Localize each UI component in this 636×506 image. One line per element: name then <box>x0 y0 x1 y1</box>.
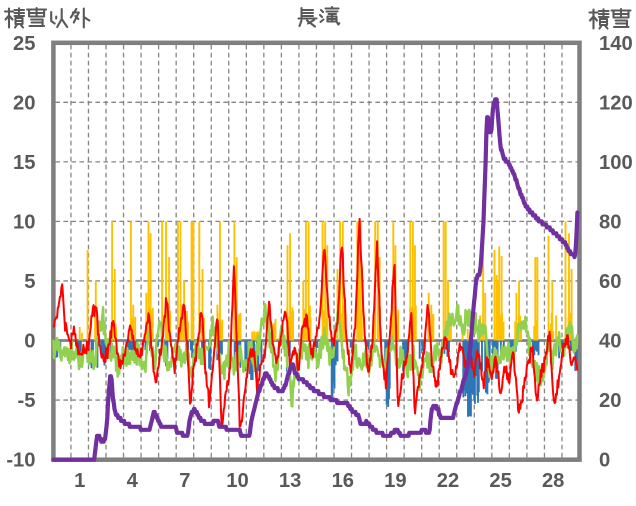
svg-text:100: 100 <box>599 152 633 174</box>
svg-text:-10: -10 <box>6 450 35 472</box>
svg-text:10: 10 <box>13 211 35 233</box>
svg-text:120: 120 <box>599 92 633 114</box>
svg-text:0: 0 <box>24 331 35 353</box>
svg-text:140: 140 <box>599 33 633 55</box>
svg-text:16: 16 <box>332 470 354 492</box>
svg-text:80: 80 <box>599 211 621 233</box>
svg-text:-5: -5 <box>18 390 36 412</box>
svg-text:22: 22 <box>437 470 459 492</box>
svg-text:13: 13 <box>279 470 301 492</box>
svg-text:0: 0 <box>599 450 610 472</box>
svg-text:60: 60 <box>599 271 621 293</box>
svg-text:4: 4 <box>127 470 139 492</box>
svg-text:25: 25 <box>13 33 35 55</box>
svg-text:7: 7 <box>179 470 190 492</box>
svg-text:20: 20 <box>13 92 35 114</box>
svg-text:19: 19 <box>384 470 406 492</box>
svg-text:25: 25 <box>489 470 511 492</box>
svg-text:5: 5 <box>24 271 35 293</box>
svg-text:40: 40 <box>599 331 621 353</box>
svg-text:15: 15 <box>13 152 35 174</box>
svg-text:10: 10 <box>226 470 248 492</box>
svg-text:1: 1 <box>74 470 85 492</box>
svg-text:28: 28 <box>542 470 564 492</box>
svg-text:20: 20 <box>599 390 621 412</box>
